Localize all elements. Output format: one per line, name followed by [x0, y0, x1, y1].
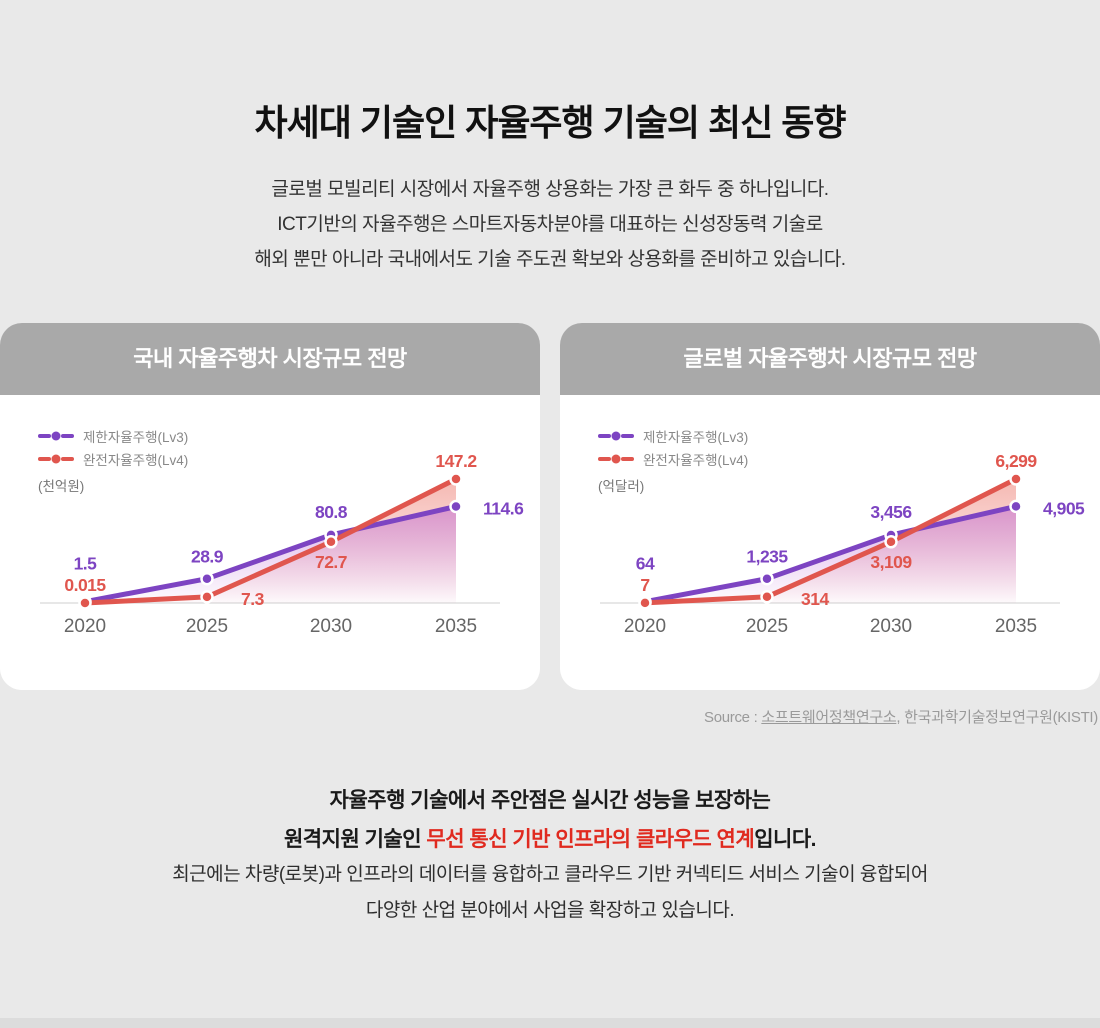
svg-text:28.9: 28.9	[191, 547, 224, 567]
legend-label-lv3: 제한자율주행(Lv3)	[83, 430, 189, 445]
red-highlight-text: 무선 통신 기반 인프라의 클라우드 연계	[426, 828, 755, 851]
legend-label-lv4: 완전자율주행(Lv4)	[83, 453, 189, 468]
source-separator: ,	[896, 709, 905, 726]
lv3-line-marker-icon	[38, 431, 74, 441]
intro-line-3: 해외 뿐만 아니라 국내에서도 기술 주도권 확보와 상용화를 준비하고 있습니…	[254, 249, 846, 270]
legend-item-lv4: 완전자율주행(Lv4)	[598, 450, 748, 468]
source-org-sps[interactable]: 소프트웨어정책연구소	[761, 709, 897, 726]
legend-item-lv4: 완전자율주행(Lv4)	[38, 450, 188, 468]
global-chart: 제한자율주행(Lv3) 완전자율주행(Lv4) (억달러) 64 1,235 3,4…	[560, 395, 1100, 690]
lv4-line-marker-icon	[598, 454, 634, 464]
bottom-section-divider	[0, 1018, 1100, 1028]
legend: 제한자율주행(Lv3) 완전자율주행(Lv4)	[38, 427, 188, 468]
source-org-kisti: 한국과학기술정보연구원(KISTI)	[904, 709, 1098, 726]
svg-text:1,235: 1,235	[746, 547, 788, 567]
svg-text:2030: 2030	[310, 616, 352, 637]
svg-text:2035: 2035	[435, 616, 477, 637]
legend-label-lv3: 제한자율주행(Lv3)	[643, 430, 749, 445]
legend-label-lv4: 완전자율주행(Lv4)	[643, 453, 749, 468]
y-axis-unit: (천억원)	[38, 479, 85, 494]
y-axis-unit: (억달러)	[598, 479, 645, 494]
intro-paragraph: 글로벌 모빌리티 시장에서 자율주행 상용화는 가장 큰 화두 중 하나입니다.…	[0, 172, 1100, 277]
svg-text:6,299: 6,299	[995, 455, 1037, 471]
svg-text:2025: 2025	[186, 616, 228, 637]
global-card-title: 글로벌 자율주행차 시장규모 전망	[560, 323, 1100, 395]
conclusion-line-2-suffix: 입니다.	[754, 828, 816, 851]
svg-text:7: 7	[640, 575, 649, 595]
svg-text:4,905: 4,905	[1043, 498, 1085, 518]
conclusion-regular-paragraph: 최근에는 차량(로봇)과 인프라의 데이터를 융합하고 클라우드 기반 커넥티드…	[0, 857, 1100, 929]
conclusion-line-1: 자율주행 기술에서 주안점은 실시간 성능을 보장하는	[329, 789, 771, 812]
svg-text:1.5: 1.5	[74, 554, 98, 574]
lv4-line-marker-icon	[38, 454, 74, 464]
conclusion-bold-paragraph: 자율주행 기술에서 주안점은 실시간 성능을 보장하는 원격지원 기술인 무선 …	[0, 781, 1100, 859]
svg-text:80.8: 80.8	[315, 502, 348, 522]
svg-text:2020: 2020	[64, 616, 106, 637]
page-title: 차세대 기술인 자율주행 기술의 최신 동향	[254, 102, 846, 143]
global-market-card: 글로벌 자율주행차 시장규모 전망 제한자율주행(Lv3)	[560, 323, 1100, 690]
legend-item-lv3: 제한자율주행(Lv3)	[38, 427, 188, 445]
conclusion-line-3: 최근에는 차량(로봇)과 인프라의 데이터를 융합하고 클라우드 기반 커넥티드…	[172, 864, 928, 885]
conclusion-line-2-prefix: 원격지원 기술인	[283, 828, 427, 851]
svg-text:314: 314	[801, 589, 829, 609]
legend-item-lv3: 제한자율주행(Lv3)	[598, 427, 748, 445]
svg-text:7.3: 7.3	[241, 589, 265, 609]
svg-text:2025: 2025	[746, 616, 788, 637]
svg-text:3,456: 3,456	[870, 502, 912, 522]
line-chart-plot: 64 1,235 3,456 4,905 7 314 3,109 6,299 2020 2025 2…	[560, 455, 1100, 665]
source-credit: Source : 소프트웨어정책연구소, 한국과학기술정보연구원(KISTI)	[704, 706, 1098, 727]
svg-text:72.7: 72.7	[315, 552, 347, 572]
intro-line-1: 글로벌 모빌리티 시장에서 자율주행 상용화는 가장 큰 화두 중 하나입니다.	[271, 179, 829, 200]
svg-text:2030: 2030	[870, 616, 912, 637]
svg-text:2020: 2020	[624, 616, 666, 637]
legend: 제한자율주행(Lv3) 완전자율주행(Lv4)	[598, 427, 748, 468]
svg-text:2035: 2035	[995, 616, 1037, 637]
conclusion-line-4: 다양한 산업 분야에서 사업을 확장하고 있습니다.	[365, 900, 735, 921]
source-prefix: Source :	[703, 709, 762, 726]
svg-text:64: 64	[636, 554, 655, 574]
lv3-line-marker-icon	[598, 431, 634, 441]
svg-text:114.6: 114.6	[483, 499, 524, 519]
domestic-chart: 제한자율주행(Lv3) 완전자율주행(Lv4) (천억원) 1.5 28.9 80.…	[0, 395, 540, 690]
svg-text:0.015: 0.015	[64, 575, 106, 595]
chart-cards-row: 국내 자율주행차 시장규모 전망 제한자율주행(Lv3)	[0, 323, 1100, 690]
conclusion-line-2: 원격지원 기술인 무선 통신 기반 인프라의 클라우드 연계입니다.	[0, 820, 1100, 859]
line-chart-plot: 1.5 28.9 80.8 114.6 0.015 7.3 72.7 147.2 2020 202…	[0, 455, 540, 665]
domestic-market-card: 국내 자율주행차 시장규모 전망 제한자율주행(Lv3)	[0, 323, 540, 690]
domestic-card-title: 국내 자율주행차 시장규모 전망	[0, 323, 540, 395]
svg-text:147.2: 147.2	[435, 455, 477, 471]
intro-line-2: ICT기반의 자율주행은 스마트자동차분야를 대표하는 신성장동력 기술로	[277, 214, 823, 235]
svg-text:3,109: 3,109	[870, 552, 912, 572]
